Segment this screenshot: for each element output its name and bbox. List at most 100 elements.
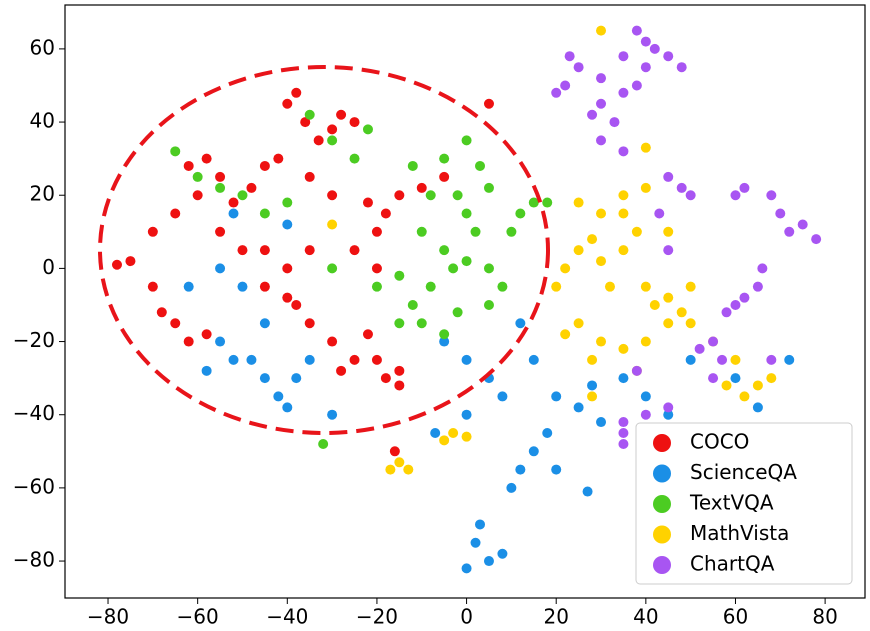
point [663,245,674,256]
point [371,263,382,274]
point [215,336,226,347]
point [439,329,450,340]
y-tick-label: 20 [30,182,55,206]
point [259,318,270,329]
point [631,226,642,237]
point [273,391,284,402]
point [362,329,373,340]
highlight-ellipse [98,65,550,435]
point [282,197,293,208]
point [349,117,360,128]
point [676,62,687,73]
point [640,182,651,193]
point [730,299,741,310]
point [371,354,382,365]
point [394,365,405,376]
point [663,318,674,329]
legend-marker [653,495,671,513]
point [470,226,481,237]
point [649,299,660,310]
point [640,409,651,420]
legend-label: ChartQA [690,552,775,576]
point [282,219,293,230]
point [313,135,324,146]
point [784,354,795,365]
point [717,354,728,365]
point [349,245,360,256]
point [385,464,396,475]
point [170,208,181,219]
legend-label: COCO [690,430,749,454]
point [461,256,472,267]
point [304,109,315,120]
point [573,62,584,73]
legend-marker [653,464,671,483]
point [582,486,593,497]
point [403,464,414,475]
legend-marker [653,434,671,452]
point [394,380,405,391]
point [528,197,539,208]
point [201,365,212,376]
point [587,234,598,245]
point [349,153,360,164]
point [394,457,405,468]
point [663,171,674,182]
point [318,438,329,449]
point [461,431,472,442]
point [282,292,293,303]
point [259,208,270,219]
point [618,146,629,157]
x-tick-label: 0 [460,605,473,629]
y-tick-label: −40 [13,401,55,425]
point [215,226,226,237]
point [461,563,472,574]
point [425,281,436,292]
point [430,428,441,439]
point [259,281,270,292]
point [228,208,239,219]
point [304,318,315,329]
point [573,402,584,413]
point [439,435,450,446]
point [573,197,584,208]
point [752,402,763,413]
point [439,153,450,164]
point [685,281,696,292]
y-tick-label: 0 [42,255,55,279]
point [618,343,629,354]
point [201,153,212,164]
point [192,190,203,201]
point [259,160,270,171]
point [246,182,257,193]
point [304,354,315,365]
point [452,190,463,201]
point [336,109,347,120]
point [228,354,239,365]
point [618,417,629,428]
point [551,391,562,402]
point [560,263,571,274]
point [609,117,620,128]
axes-frame [64,4,866,599]
point [147,281,158,292]
x-tick-label: −80 [87,605,129,629]
points [111,25,822,574]
point [596,73,607,84]
point [439,171,450,182]
point [542,197,553,208]
point [291,373,302,384]
point [215,171,226,182]
x-tick-label: 60 [723,605,748,629]
point [259,245,270,256]
point [551,281,562,292]
point [663,51,674,62]
point [573,318,584,329]
point [483,182,494,193]
point [797,219,808,230]
point [461,135,472,146]
point [452,307,463,318]
point [371,226,382,237]
point [587,109,598,120]
